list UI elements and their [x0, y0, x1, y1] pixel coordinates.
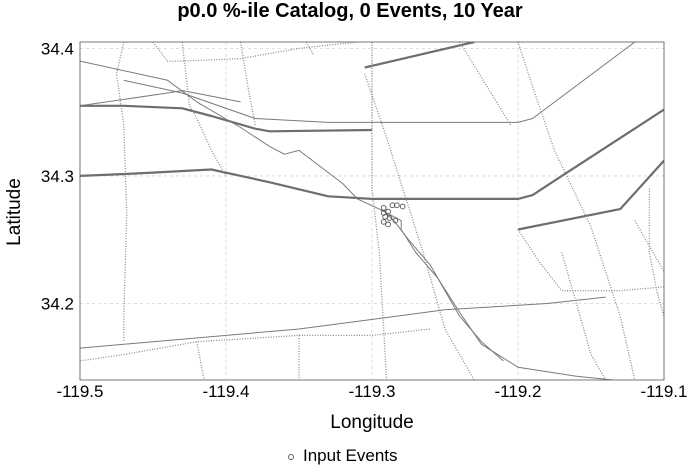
fault-trace-6 [80, 296, 606, 349]
x-axis-label: Longitude [330, 412, 413, 433]
event-marker-0-8 [380, 218, 387, 225]
x-axis-ticks: -119.5 -119.4 -119.3 -119.2 -119.1 [57, 382, 688, 401]
y-tick-label-0: 34.2 [41, 294, 74, 313]
x-tick-label-2: -119.3 [349, 382, 396, 401]
legend-marker-icon [288, 454, 294, 460]
event-marker-0-2 [393, 202, 400, 209]
event-marker-0-10 [392, 217, 399, 224]
fault-trace-21 [634, 220, 664, 272]
event-markers [380, 202, 406, 228]
event-marker-0-7 [386, 215, 393, 221]
legend-label: Input Events [303, 446, 398, 465]
fault-trace-8 [386, 213, 504, 362]
chart-title: p0.0 %-ile Catalog, 0 Events, 10 Year [177, 0, 523, 22]
fault-trace-15 [364, 73, 475, 380]
event-marker-0-9 [385, 221, 391, 228]
fault-trace-18 [517, 229, 664, 292]
x-tick-label-0: -119.5 [57, 382, 104, 401]
fault-trace-22 [80, 328, 431, 362]
plot-frame [79, 41, 665, 381]
fault-trace-20 [648, 188, 664, 317]
y-tick-label-1: 34.3 [41, 167, 74, 186]
fault-trace-1 [80, 108, 664, 200]
fault-trace-23 [196, 341, 205, 380]
fault-trace-4 [80, 60, 613, 380]
x-tick-label-3: -119.2 [495, 382, 542, 401]
fault-trace-2 [517, 159, 664, 231]
y-axis-label: Latitude [4, 178, 25, 246]
fault-traces [80, 42, 664, 380]
fault-trace-7 [80, 90, 241, 107]
fault-trace-9 [115, 42, 128, 342]
y-tick-label-2: 34.4 [41, 39, 74, 58]
fault-trace-10 [181, 42, 227, 177]
event-marker-0-5 [385, 208, 391, 215]
x-tick-label-1: -119.4 [203, 382, 250, 401]
plot-area [79, 41, 665, 381]
legend: Input Events [288, 446, 398, 465]
x-tick-label-4: -119.1 [641, 382, 688, 401]
y-axis-ticks: 34.2 34.3 34.4 [41, 39, 74, 313]
event-marker-0-0 [380, 204, 387, 211]
event-marker-0-3 [399, 203, 406, 210]
fault-trace-3 [364, 42, 475, 69]
fault-trace-16 [517, 42, 636, 380]
fault-trace-14 [371, 42, 388, 380]
fault-trace-17 [459, 42, 512, 126]
fault-trace-5 [123, 42, 636, 123]
fault-trace-19 [561, 252, 607, 380]
fault-trace-0 [80, 104, 373, 133]
fault-trace-11 [239, 42, 256, 126]
fault-trace-12 [152, 42, 358, 62]
